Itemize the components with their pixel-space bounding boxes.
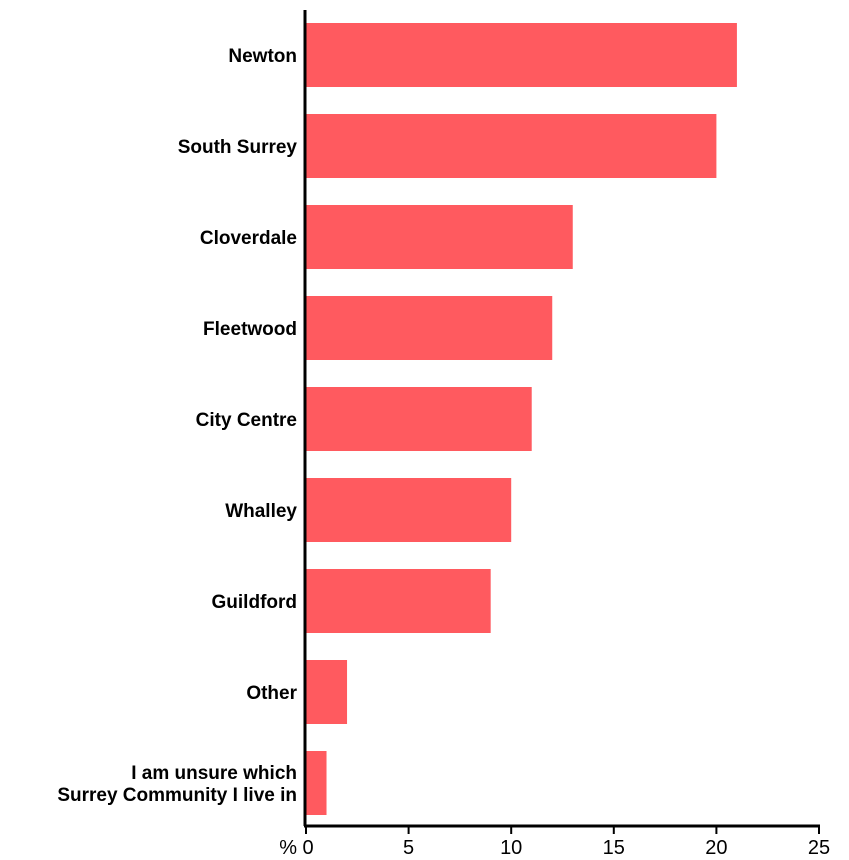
bar xyxy=(306,478,512,542)
category-label: City Centre xyxy=(196,410,297,431)
x-tick-label: 20 xyxy=(705,837,727,859)
x-tick-label: 10 xyxy=(500,837,522,859)
category-label: Surrey Community I live in xyxy=(57,785,297,806)
x-tick-label: 0 xyxy=(302,837,313,859)
x-axis-unit-label: % xyxy=(279,837,297,859)
bar xyxy=(306,114,717,178)
bar xyxy=(306,387,532,451)
category-labels: Newton South Surrey Cloverdale Fleetwood Cit… xyxy=(57,46,297,806)
category-label: I am unsure which xyxy=(131,763,297,784)
x-tick-label: 5 xyxy=(403,837,414,859)
bar xyxy=(306,205,573,269)
bar xyxy=(306,23,737,87)
category-label: Whalley xyxy=(225,501,297,522)
bars-group xyxy=(306,23,737,815)
bar xyxy=(306,296,553,360)
category-label: Fleetwood xyxy=(203,319,297,340)
category-label: Cloverdale xyxy=(200,228,297,249)
bar xyxy=(306,569,491,633)
x-axis-ticks: 0 5 10 15 20 25 xyxy=(302,826,830,859)
bar xyxy=(306,660,348,724)
category-label: South Surrey xyxy=(178,137,298,158)
x-tick-label: 15 xyxy=(603,837,625,859)
category-label: Newton xyxy=(228,46,297,67)
category-label: Guildford xyxy=(212,592,297,613)
category-label: Other xyxy=(246,683,297,704)
bar xyxy=(306,751,327,815)
x-tick-label: 25 xyxy=(808,837,830,859)
